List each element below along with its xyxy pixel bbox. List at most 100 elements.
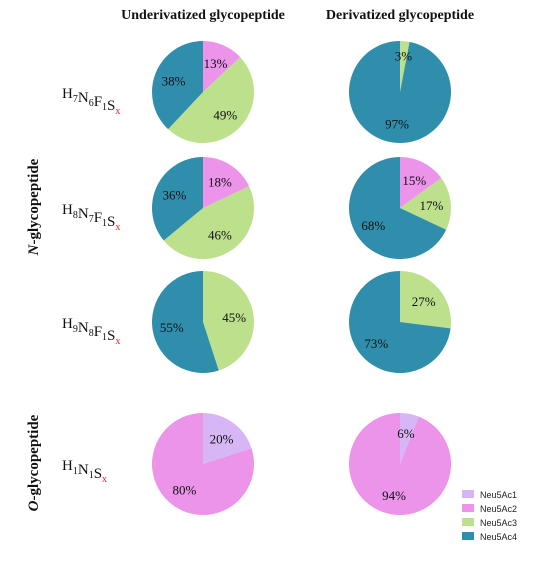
formula-subscript: 9: [73, 324, 78, 335]
formula-element: N: [78, 90, 89, 106]
pie-slice-neu5ac4: [152, 271, 219, 373]
formula-element: S: [94, 466, 102, 482]
section-rest-o: -glycopeptide: [26, 414, 42, 500]
legend-label: Neu5Ac3: [480, 518, 517, 528]
legend-swatch: [462, 532, 474, 540]
pie-slice-label: 36%: [162, 188, 186, 203]
row-formula-4: H1N1Sx: [62, 458, 107, 485]
row-formula-1: H7N6F1Sx: [62, 86, 120, 117]
formula-element: N: [78, 462, 89, 478]
pie-slice-label: 73%: [364, 336, 388, 351]
formula-subscript: 1: [73, 466, 78, 477]
pie-r1-c1: 13% 49% 38%: [152, 41, 255, 144]
pie-r4-c2: 6% 94%: [349, 413, 452, 515]
section-prefix-n: N: [26, 243, 42, 256]
formula-element: H: [62, 202, 73, 218]
legend-item-neu5ac4: Neu5Ac4: [462, 532, 517, 542]
formula-subscript: x: [115, 106, 120, 117]
formula-element: N: [78, 320, 89, 336]
pie-slice-neu5ac1: [400, 413, 419, 464]
formula-element: S: [107, 214, 115, 230]
column-header-derivatized: Derivatized glycopeptide: [326, 8, 474, 23]
legend-label: Neu5Ac1: [480, 490, 517, 500]
pie-slice-label: 94%: [382, 488, 406, 503]
legend-swatch: [462, 518, 474, 526]
row-formula-3: H9N8F1Sx: [62, 316, 120, 347]
formula-subscript: 6: [89, 98, 94, 109]
formula-subscript: 1: [89, 470, 94, 481]
pie-r2-c1: 18% 46% 36%: [152, 156, 255, 260]
pie-slice-label: 15%: [402, 173, 426, 188]
formula-subscript: 1: [102, 102, 107, 113]
pie-slice-label: 6%: [397, 426, 415, 441]
legend-swatch: [462, 504, 474, 512]
formula-element: S: [107, 98, 115, 114]
pie-slice-neu5ac4: [349, 157, 447, 259]
formula-subscript: 1: [102, 218, 107, 229]
formula-element: H: [62, 86, 73, 102]
legend-item-neu5ac1: Neu5Ac1: [462, 490, 517, 500]
pie-slice-label: 46%: [208, 228, 232, 243]
pie-slice-neu5ac1: [203, 413, 252, 464]
formula-subscript: x: [115, 336, 120, 347]
pie-slice-neu5ac2: [203, 41, 241, 92]
pie-slice-neu5ac3: [168, 57, 255, 144]
legend-swatch: [462, 490, 474, 498]
formula-subscript: x: [115, 222, 120, 233]
pie-slice-neu5ac3: [400, 41, 410, 92]
pie-slice-neu5ac4: [152, 156, 203, 241]
pie-slice-label: 49%: [213, 107, 237, 122]
pie-slice-label: 18%: [208, 174, 232, 189]
column-header-underivatized: Underivatized glycopeptide: [121, 8, 285, 23]
pie-slice-neu5ac3: [400, 271, 451, 329]
legend-label: Neu5Ac4: [480, 532, 517, 542]
pie-slice-label: 45%: [222, 310, 246, 325]
legend-label: Neu5Ac2: [480, 504, 517, 514]
formula-element: F: [94, 324, 102, 340]
pie-slice-neu5ac4: [349, 271, 451, 373]
pie-slice-label: 17%: [420, 198, 444, 213]
section-rest-n: -glycopeptide: [26, 158, 42, 244]
section-prefix-o: O: [26, 500, 42, 511]
pie-slice-label: 97%: [385, 116, 409, 131]
pie-slice-neu5ac4: [349, 41, 452, 144]
legend-item-neu5ac3: Neu5Ac3: [462, 518, 517, 528]
formula-subscript: x: [102, 474, 107, 485]
pie-slice-label: 13%: [204, 56, 228, 71]
pie-slice-label: 27%: [412, 294, 436, 309]
pie-slice-label: 3%: [395, 48, 413, 63]
section-label-n-glycopeptide: N-glycopeptide: [26, 158, 42, 256]
formula-element: H: [62, 316, 73, 332]
formula-element: N: [78, 206, 89, 222]
formula-subscript: 8: [73, 210, 78, 221]
formula-element: F: [94, 94, 102, 110]
pie-slice-neu5ac2: [152, 413, 255, 516]
formula-subscript: 1: [102, 332, 107, 343]
pie-slice-neu5ac3: [163, 186, 255, 260]
pie-slice-neu5ac2: [203, 157, 250, 208]
pie-r3-c2: 27% 73%: [349, 271, 451, 373]
formula-element: F: [94, 210, 102, 226]
row-formula-2: H8N7F1Sx: [62, 202, 120, 233]
pie-slice-label: 80%: [172, 483, 196, 498]
legend: Neu5Ac1 Neu5Ac2 Neu5Ac3 Neu5Ac4: [462, 490, 517, 542]
formula-element: S: [107, 328, 115, 344]
pie-slice-neu5ac3: [203, 271, 255, 371]
pie-r3-c1: 45% 55%: [152, 271, 255, 373]
pie-slice-neu5ac2: [400, 157, 442, 208]
pie-r1-c2: 3% 97%: [349, 41, 452, 144]
formula-subscript: 7: [73, 94, 78, 105]
pie-grid: 13% 49% 38% 3% 97% 18% 46% 36% 15% 17% 68% 45% 55% 27…: [152, 41, 452, 516]
pie-slice-label: 20%: [210, 431, 234, 446]
legend-item-neu5ac2: Neu5Ac2: [462, 504, 517, 514]
pie-r2-c2: 15% 17% 68%: [349, 157, 451, 259]
pie-r4-c1: 20% 80%: [152, 413, 255, 516]
pie-slice-label: 68%: [361, 218, 385, 233]
section-label-o-glycopeptide: O-glycopeptide: [26, 414, 42, 511]
pie-slice-label: 55%: [160, 320, 184, 335]
pie-slice-label: 38%: [162, 73, 186, 88]
formula-subscript: 7: [89, 214, 94, 225]
pie-slice-neu5ac2: [349, 413, 452, 515]
